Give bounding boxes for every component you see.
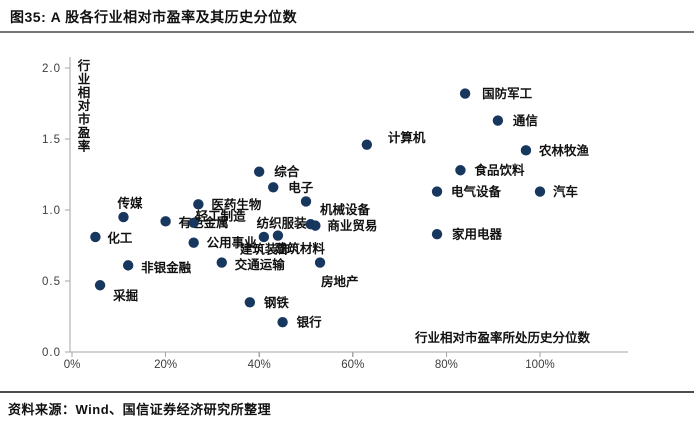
data-point [188,217,199,228]
data-point-label: 轻工制造 [196,208,247,223]
data-point-label: 商业贸易 [327,218,377,233]
data-point [118,211,129,223]
data-point-label: 房地产 [321,274,359,289]
data-point-label: 农林牧渔 [538,143,590,158]
data-point [188,237,199,248]
data-point-label: 银行 [297,315,323,330]
data-point [122,260,134,271]
y-tick-label: 0.0 [42,347,61,359]
data-point-label: 医药生物 [211,197,262,212]
data-point-label: 通信 [513,113,539,128]
data-point-label: 纺织服装 [257,216,308,231]
data-point [314,257,326,268]
data-point [361,139,373,150]
data-point-label: 国防军工 [482,86,533,101]
data-point [244,297,256,308]
data-point [258,231,270,243]
data-point-label: 建筑材料 [275,241,326,256]
y-tick-label: 2.0 [42,63,61,75]
x-tick-label: 20% [154,359,177,371]
data-point [534,186,546,197]
x-tick-label: 100% [525,359,554,371]
data-point [431,186,443,197]
data-point-label: 食品饮料 [473,163,525,178]
data-point-label: 计算机 [388,130,426,145]
data-point [272,230,284,241]
y-tick-label: 1.5 [42,134,61,146]
scatter-plot-canvas: 0.0 0.5 1.0 1.5 2.0 0% 20% 40% 60% 80% 100% 行业相对市盈率… [42,57,628,371]
data-point-label: 公用事业 [207,235,258,250]
x-tick-label: 60% [341,359,364,371]
data-point-label: 综合 [274,164,300,179]
y-tick-label: 0.5 [42,276,61,288]
x-tick-label: 40% [248,359,271,371]
data-point-label: 钢铁 [264,295,290,310]
data-point-label: 化工 [107,230,133,245]
footer-divider [0,391,694,393]
data-point [455,165,466,176]
data-point-label: 电子 [288,180,314,195]
title-divider [0,31,694,33]
data-point [268,182,279,193]
data-point [459,88,471,99]
data-point-label: 传媒 [116,196,143,211]
data-point-label: 机械设备 [320,202,371,217]
data-point [94,280,106,291]
data-point [193,199,204,210]
figure-title: 图35: A 股各行业相对市盈率及其历史分位数 [10,9,298,25]
data-point-label: 家用电器 [452,227,503,242]
data-point-label: 建筑装饰 [240,241,291,256]
y-axis-title: 行业相对市盈率 [77,58,91,153]
data-point-label: 电气设备 [451,184,502,199]
data-point-label: 交通运输 [235,257,286,272]
x-tick-label: 80% [435,359,458,371]
source-note: 资料来源：Wind、国信证券经济研究所整理 [8,402,272,417]
data-point [277,316,288,328]
data-point [520,145,532,156]
data-point [300,196,312,207]
data-point [492,115,504,126]
data-point [254,166,265,177]
data-point-label: 采掘 [112,288,138,303]
data-point-label: 非银金融 [141,260,192,275]
x-axis-title: 行业相对市盈率所处历史分位数 [414,330,591,345]
data-point [160,216,171,227]
x-tick-label: 0% [64,359,81,371]
y-tick-label: 1.0 [42,205,61,217]
data-point [90,231,101,243]
data-point [216,257,227,268]
data-point [431,228,443,240]
data-point [310,220,321,231]
scatter-chart: 0.0 0.5 1.0 1.5 2.0 0% 20% 40% 60% 80% 100% 行业相对市盈率… [0,40,700,380]
data-point-label: 汽车 [553,184,579,199]
